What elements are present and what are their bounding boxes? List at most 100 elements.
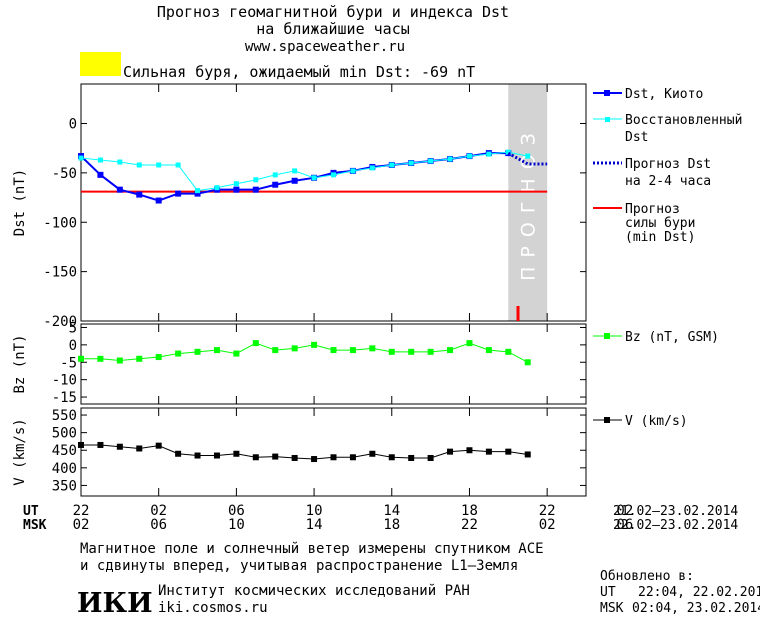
msk-tick-label: 06: [150, 517, 167, 533]
ut-tick-label: 02: [150, 503, 167, 519]
forecast-label: ПРОГНОЗ: [518, 124, 540, 281]
data-point: [136, 355, 143, 362]
note-line-1: Магнитное поле и солнечный ветер измерен…: [80, 541, 544, 557]
series-line--dst: [80, 151, 528, 192]
data-point: [175, 350, 182, 357]
series-line-bz-nt-gsm: [81, 342, 528, 363]
updated-msk-value: 02:04, 23.02.2014: [632, 601, 760, 616]
legend-rec-marker: [605, 117, 610, 122]
data-point: [116, 443, 123, 450]
data-point: [349, 454, 356, 461]
msk-date-range: 22.02–23.02.2014: [613, 518, 738, 533]
data-point: [524, 359, 531, 366]
updated-msk-label: MSK: [600, 601, 624, 616]
data-point: [155, 197, 162, 204]
msk-tick-label: 02: [73, 517, 90, 533]
site-url: www.spaceweather.ru: [245, 39, 405, 55]
data-point: [388, 348, 395, 355]
ut-tick-label: 02: [616, 503, 633, 519]
legend-rec-label: Восстановленный Dst: [625, 113, 742, 145]
note-line-2: и сдвинуты вперед, учитывая распростране…: [80, 558, 518, 574]
data-point: [194, 190, 201, 197]
legend-v-marker: [604, 417, 610, 423]
series-line-dst-: [80, 152, 509, 202]
y-tick-label: -10: [52, 373, 77, 389]
data-point: [486, 151, 492, 157]
data-point: [330, 454, 337, 461]
ut-date-range: 21.02–23.02.2014: [613, 504, 738, 519]
y-tick-label: -200: [43, 314, 77, 330]
data-point: [78, 155, 84, 161]
data-point: [155, 354, 162, 361]
legend: Dst, Киото Восстановленный Dst Прогноз Ds…: [593, 87, 742, 429]
data-point: [466, 340, 473, 347]
data-point: [369, 450, 376, 457]
data-point: [233, 450, 240, 457]
data-point: [194, 348, 201, 355]
legend-storm-label: Прогноз силы бури (min Dst): [625, 202, 695, 245]
iki-logo: ИКИ: [77, 588, 153, 619]
plot-frame: [80, 407, 587, 497]
data-point: [505, 149, 511, 155]
ut-axis-label: UT: [23, 504, 39, 519]
msk-tick-label: 10: [228, 517, 245, 533]
data-point: [136, 162, 142, 168]
data-point: [447, 448, 454, 455]
data-point: [175, 190, 182, 197]
ut-tick-label: 18: [461, 503, 478, 519]
plot-frame: [80, 83, 587, 322]
data-point: [292, 168, 298, 174]
data-point: [408, 160, 414, 166]
data-point: [136, 191, 143, 198]
forecast-zone: [508, 84, 548, 321]
msk-tick-label: 06: [616, 517, 633, 533]
institute-url[interactable]: iki.cosmos.ru: [158, 600, 268, 616]
data-point: [97, 441, 104, 448]
data-point: [213, 347, 220, 354]
data-point: [466, 153, 472, 159]
data-point: [78, 441, 84, 448]
data-point: [253, 177, 259, 183]
msk-tick-label: 22: [461, 517, 478, 533]
data-point: [272, 181, 279, 188]
y-tick-label: 5: [69, 320, 77, 336]
legend-v-label: V (km/s): [625, 414, 688, 429]
dst-panel: ПРОГНОЗ 0 -50 -100 -150 -200 Dst (nT): [12, 83, 587, 330]
data-point: [272, 453, 279, 460]
ut-tick-label: 06: [228, 503, 245, 519]
data-point: [214, 185, 220, 191]
data-point: [252, 340, 259, 347]
data-point: [175, 162, 181, 168]
data-point: [389, 162, 395, 168]
y-tick-label: 450: [52, 443, 77, 459]
data-point: [505, 448, 512, 455]
y-tick-label: -5: [60, 355, 77, 371]
data-point: [272, 172, 278, 178]
data-point: [447, 347, 454, 354]
data-point: [272, 347, 279, 354]
y-axis-label: V (km/s): [12, 418, 28, 485]
bz-panel: 5 0-5 -10-15 Bz (nT): [12, 320, 587, 406]
data-point: [331, 172, 336, 178]
data-point: [330, 347, 337, 354]
data-point: [291, 454, 298, 461]
data-point: [485, 448, 492, 455]
data-point: [408, 348, 415, 355]
y-tick-label: -15: [52, 390, 77, 406]
updated-label: Обновлено в:: [600, 569, 694, 584]
data-point: [524, 451, 531, 458]
data-point: [466, 447, 473, 454]
data-point: [175, 450, 182, 457]
data-point: [525, 153, 531, 159]
y-tick-label: 0: [69, 117, 77, 133]
y-tick-label: 550: [52, 408, 77, 424]
legend-bz-marker: [604, 333, 610, 339]
data-point: [349, 347, 356, 354]
y-tick-label: 0: [69, 338, 77, 354]
data-point: [97, 157, 103, 163]
data-point: [97, 171, 104, 178]
data-point: [213, 452, 220, 459]
data-point: [78, 355, 84, 362]
data-point: [427, 348, 434, 355]
